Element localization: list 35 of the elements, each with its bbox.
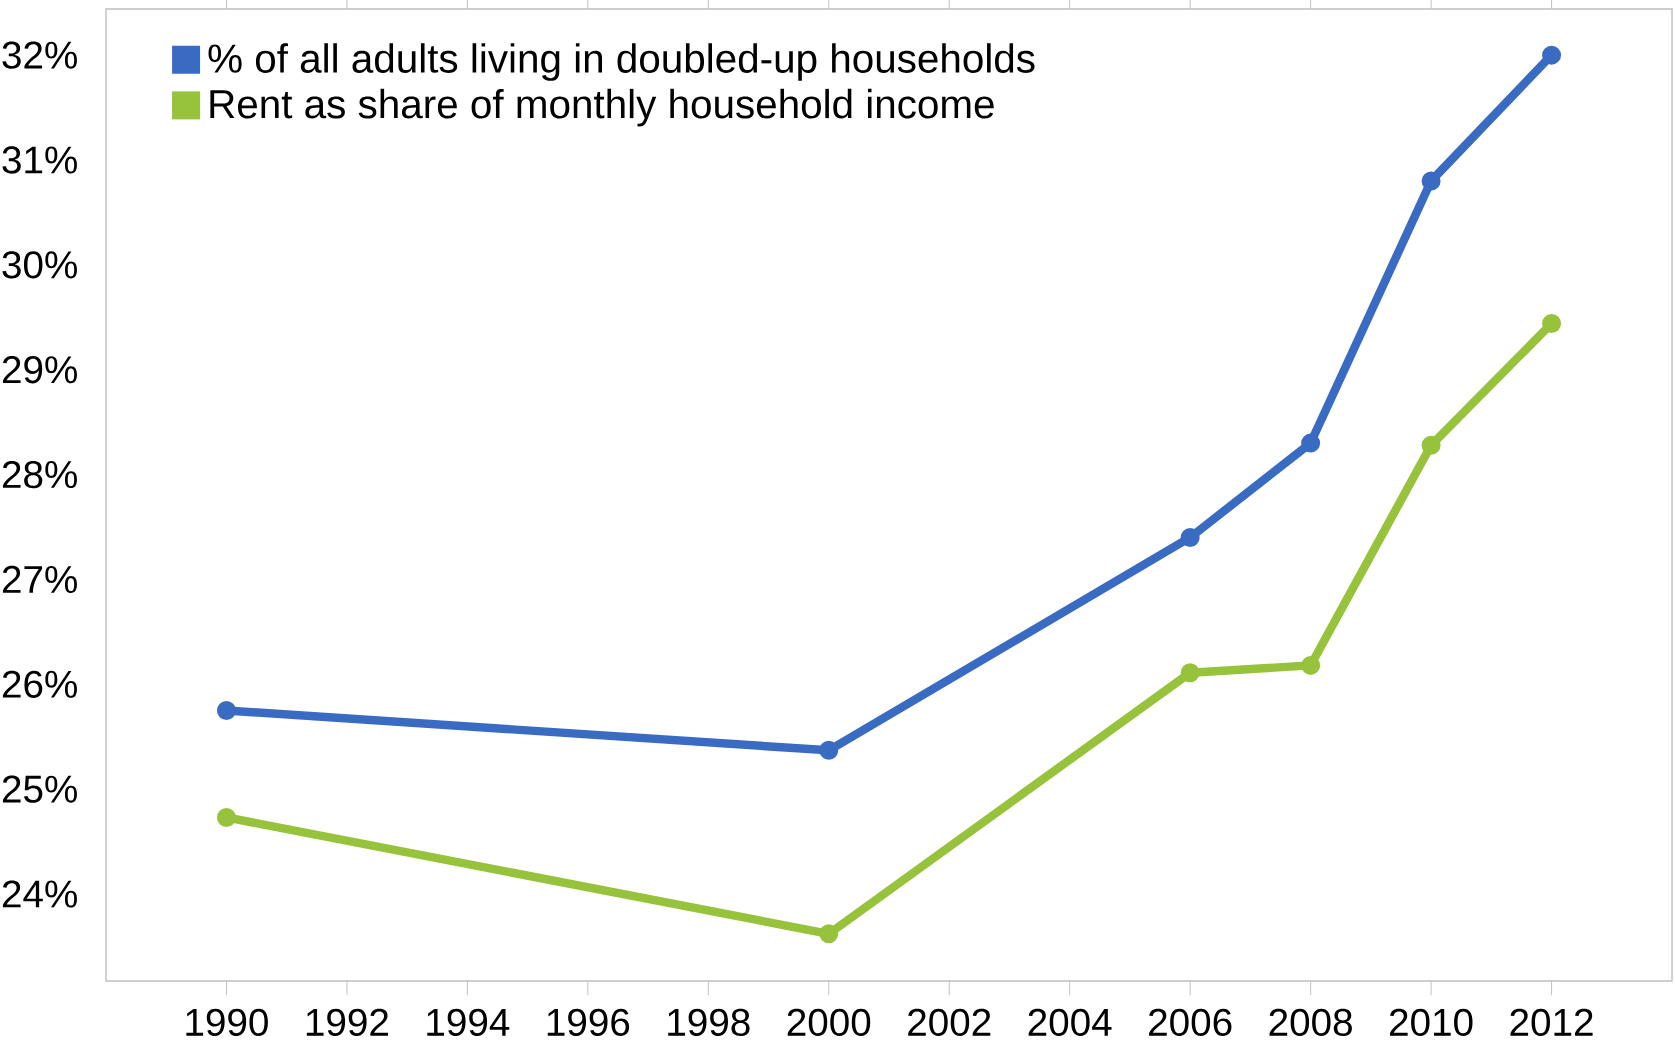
x-tick-label: 2004: [1028, 1008, 1112, 1037]
point: [1421, 435, 1441, 455]
y-tick-label: 24%: [2, 880, 77, 908]
x-tick-label: 1994: [427, 1008, 510, 1037]
y-tick-label: 32%: [2, 41, 77, 69]
x-tick-label: 2012: [1510, 1008, 1593, 1037]
x-tick-label: 2006: [1149, 1008, 1232, 1037]
point: [1421, 171, 1441, 191]
x-tick-label: 2000: [787, 1008, 871, 1037]
point: [1301, 433, 1321, 453]
point: [1542, 314, 1562, 334]
y-tick-label: 29%: [2, 356, 77, 384]
y-tick-label: 27%: [2, 565, 77, 594]
x-tick-label: 1990: [186, 1008, 268, 1037]
x-tick-label: 1996: [547, 1008, 630, 1037]
point: [1301, 655, 1321, 675]
y-tick-label: 26%: [2, 670, 77, 698]
legend-label: % of all adults living in doubled-up households: [208, 43, 1035, 81]
x-tick-label: 1992: [306, 1008, 388, 1037]
point: [216, 807, 236, 827]
point: [819, 924, 839, 944]
point: [1542, 45, 1562, 65]
legend-label: Rent as share of monthly household income: [210, 88, 994, 127]
x-tick-label: 1998: [668, 1008, 750, 1037]
y-tick-label: 25%: [2, 775, 77, 803]
point: [819, 740, 839, 760]
x-tick-label: 2008: [1269, 1008, 1352, 1037]
point: [1180, 663, 1200, 683]
y-tick-label: 30%: [2, 251, 77, 279]
y-tick-label: 28%: [2, 460, 77, 489]
x-tick-label: 2002: [908, 1008, 991, 1037]
point: [216, 700, 236, 720]
y-tick-label: 31%: [2, 146, 77, 174]
point: [1180, 527, 1200, 547]
x-tick-label: 2010: [1390, 1008, 1473, 1037]
